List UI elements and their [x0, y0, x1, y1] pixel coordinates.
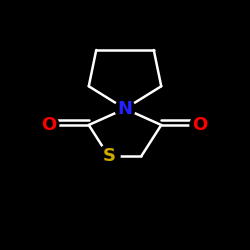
Circle shape	[115, 99, 135, 119]
Text: O: O	[192, 116, 208, 134]
Circle shape	[98, 145, 120, 168]
Text: S: S	[102, 147, 115, 165]
Circle shape	[190, 115, 210, 135]
Text: O: O	[41, 116, 56, 134]
Text: N: N	[118, 100, 132, 118]
Circle shape	[39, 115, 59, 135]
